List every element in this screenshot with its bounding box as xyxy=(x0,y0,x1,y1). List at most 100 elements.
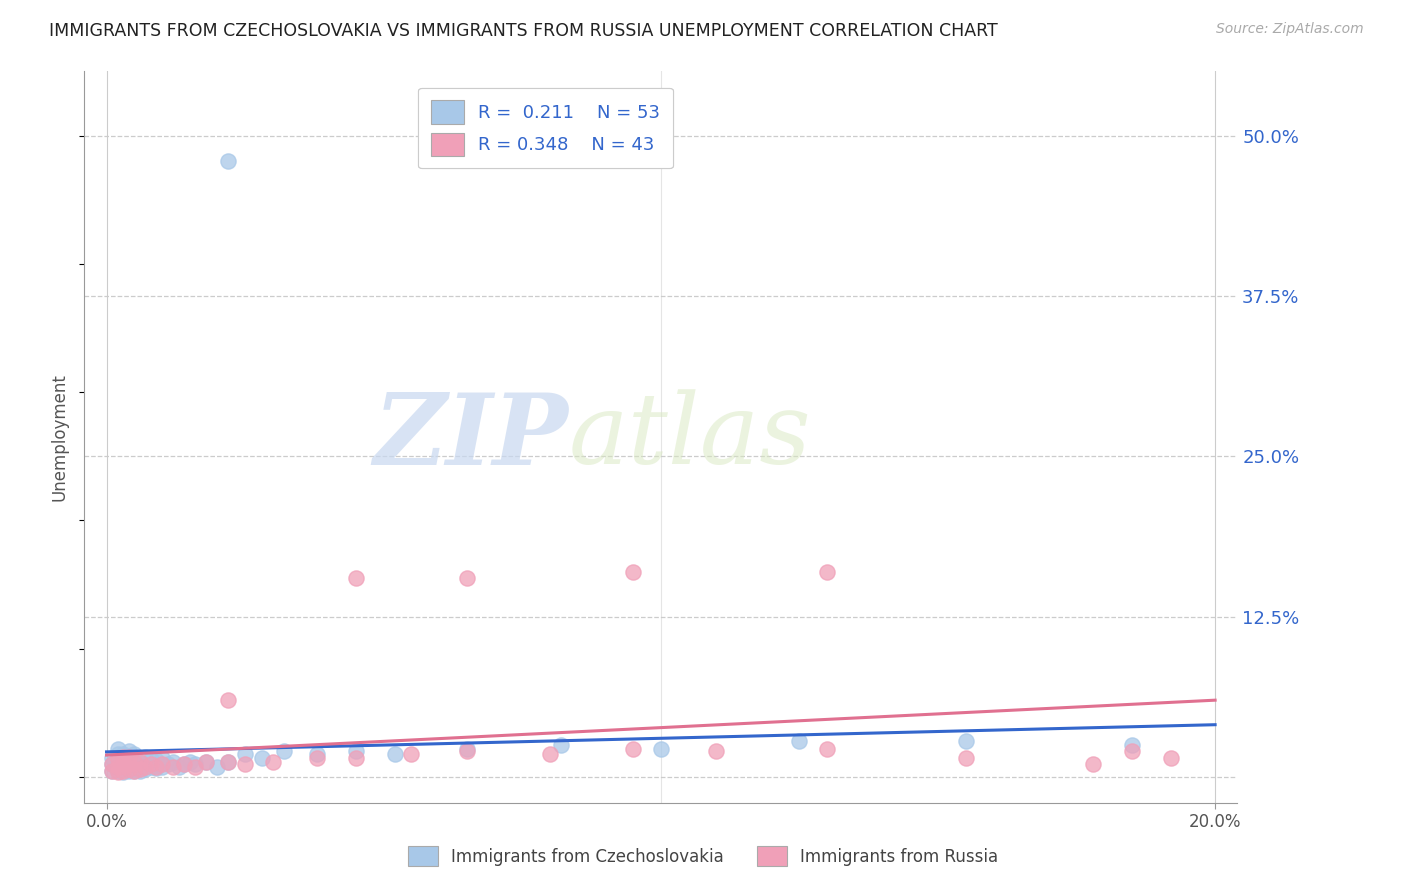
Point xyxy=(112,749,135,764)
Point xyxy=(218,755,240,769)
Point xyxy=(456,742,478,756)
Point xyxy=(107,760,129,774)
Point xyxy=(184,760,207,774)
Point xyxy=(118,757,141,772)
Point xyxy=(101,764,124,778)
Point xyxy=(101,764,124,778)
Point xyxy=(107,742,129,756)
Point xyxy=(118,749,141,764)
Point xyxy=(122,764,145,778)
Point xyxy=(107,755,129,769)
Point xyxy=(101,757,124,772)
Point xyxy=(1160,751,1182,765)
Point xyxy=(262,755,284,769)
Point xyxy=(955,751,977,765)
Point xyxy=(118,744,141,758)
Point xyxy=(122,747,145,761)
Point xyxy=(233,757,256,772)
Point xyxy=(150,757,173,772)
Point xyxy=(218,154,240,169)
Point xyxy=(122,764,145,778)
Point xyxy=(195,755,218,769)
Text: IMMIGRANTS FROM CZECHOSLOVAKIA VS IMMIGRANTS FROM RUSSIA UNEMPLOYMENT CORRELATIO: IMMIGRANTS FROM CZECHOSLOVAKIA VS IMMIGR… xyxy=(49,22,998,40)
Point xyxy=(112,764,135,779)
Point xyxy=(184,757,207,772)
Point xyxy=(112,764,135,778)
Point xyxy=(384,747,406,761)
Point xyxy=(815,565,838,579)
Point xyxy=(207,760,229,774)
Point xyxy=(128,764,150,778)
Point xyxy=(134,757,156,772)
Point xyxy=(195,755,218,769)
Point xyxy=(307,751,329,765)
Point xyxy=(145,754,167,768)
Point xyxy=(538,747,561,761)
Point xyxy=(650,742,672,756)
Point xyxy=(344,571,367,585)
Point xyxy=(1121,744,1143,758)
Point xyxy=(179,755,201,769)
Point xyxy=(173,757,195,772)
Point xyxy=(118,757,141,772)
Point xyxy=(112,755,135,769)
Legend: Immigrants from Czechoslovakia, Immigrants from Russia: Immigrants from Czechoslovakia, Immigran… xyxy=(399,838,1007,875)
Point xyxy=(1121,738,1143,752)
Point xyxy=(704,744,727,758)
Point xyxy=(128,757,150,772)
Point xyxy=(550,738,572,752)
Point xyxy=(139,760,162,774)
Point xyxy=(162,755,184,769)
Point xyxy=(128,763,150,777)
Point xyxy=(162,760,184,774)
Point xyxy=(128,755,150,769)
Point xyxy=(134,760,156,774)
Point xyxy=(107,764,129,778)
Point xyxy=(139,757,162,772)
Point xyxy=(156,757,179,772)
Point xyxy=(107,760,129,774)
Point xyxy=(134,749,156,764)
Point xyxy=(621,742,644,756)
Y-axis label: Unemployment: Unemployment xyxy=(51,373,69,501)
Point xyxy=(118,751,141,765)
Point xyxy=(107,747,129,761)
Point xyxy=(401,747,423,761)
Point xyxy=(307,747,329,761)
Point xyxy=(122,755,145,769)
Point xyxy=(112,747,135,761)
Point xyxy=(218,755,240,769)
Point xyxy=(233,747,256,761)
Point xyxy=(107,764,129,779)
Point xyxy=(112,757,135,772)
Point xyxy=(101,757,124,772)
Text: atlas: atlas xyxy=(568,390,811,484)
Point xyxy=(150,751,173,765)
Point xyxy=(145,760,167,774)
Point xyxy=(122,755,145,769)
Point xyxy=(107,752,129,766)
Point xyxy=(145,761,167,775)
Point xyxy=(344,751,367,765)
Point xyxy=(118,764,141,778)
Point xyxy=(173,757,195,772)
Legend: R =  0.211    N = 53, R = 0.348    N = 43: R = 0.211 N = 53, R = 0.348 N = 43 xyxy=(419,87,672,169)
Point xyxy=(112,760,135,774)
Point xyxy=(218,693,240,707)
Point xyxy=(167,760,190,774)
Point xyxy=(273,744,295,758)
Text: Source: ZipAtlas.com: Source: ZipAtlas.com xyxy=(1216,22,1364,37)
Point xyxy=(456,744,478,758)
Point xyxy=(134,763,156,777)
Point xyxy=(1083,757,1105,772)
Point xyxy=(344,744,367,758)
Point xyxy=(815,742,838,756)
Text: ZIP: ZIP xyxy=(374,389,568,485)
Point xyxy=(789,734,811,748)
Point xyxy=(955,734,977,748)
Point xyxy=(456,571,478,585)
Point xyxy=(139,752,162,766)
Point xyxy=(250,751,273,765)
Point xyxy=(118,763,141,777)
Point xyxy=(122,760,145,774)
